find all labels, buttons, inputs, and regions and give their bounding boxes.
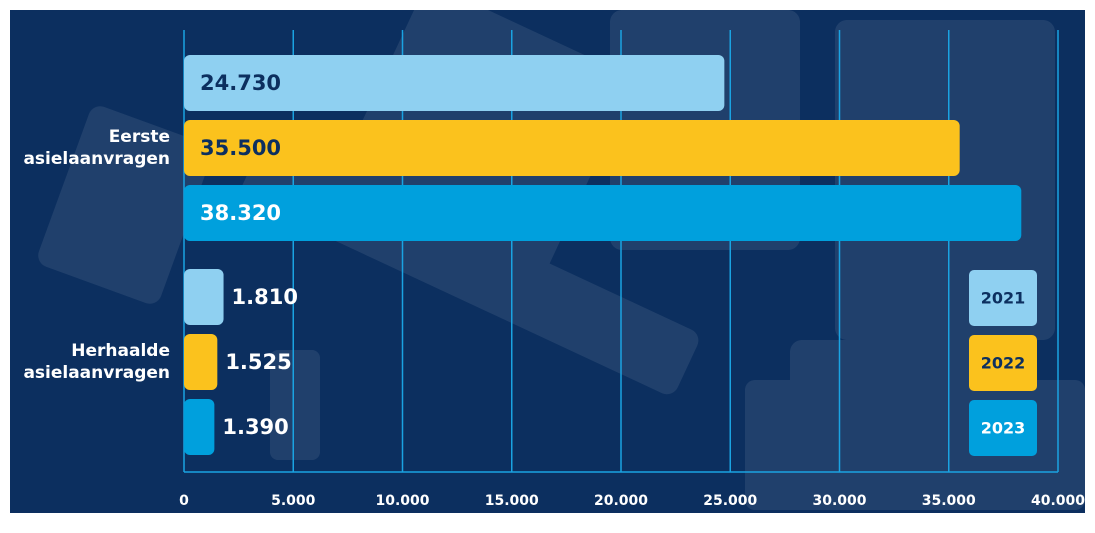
legend-swatch: [969, 270, 1037, 326]
bar: [184, 55, 725, 111]
x-tick-label: 0: [179, 493, 189, 509]
legend-swatch: [969, 335, 1037, 391]
bar: [184, 334, 218, 390]
category-label: Eerste asielaanvragen: [23, 127, 170, 169]
value-label: 38.320: [200, 201, 281, 225]
legend-swatch: [969, 400, 1037, 456]
bar: [184, 269, 224, 325]
x-tick-label: 10.000: [375, 493, 429, 509]
x-tick-label: 35.000: [922, 493, 976, 509]
legend-label: 2022: [981, 354, 1026, 373]
value-label: 1.810: [232, 285, 298, 309]
value-label: 24.730: [200, 71, 281, 95]
legend-label: 2021: [981, 289, 1026, 308]
legend-label: 2023: [981, 419, 1026, 438]
x-tick-label: 25.000: [703, 493, 757, 509]
x-tick-label: 30.000: [812, 493, 866, 509]
x-tick-label: 5.000: [271, 493, 316, 509]
value-label: 1.390: [222, 415, 288, 439]
x-tick-label: 15.000: [485, 493, 539, 509]
x-tick-label: 40.000: [1031, 493, 1085, 509]
value-label: 35.500: [200, 136, 281, 160]
bar: [184, 185, 1022, 241]
bar: [184, 399, 215, 455]
value-label: 1.525: [225, 350, 291, 374]
x-tick-label: 20.000: [594, 493, 648, 509]
bar: [184, 120, 960, 176]
category-label: Herhaalde asielaanvragen: [23, 341, 170, 383]
